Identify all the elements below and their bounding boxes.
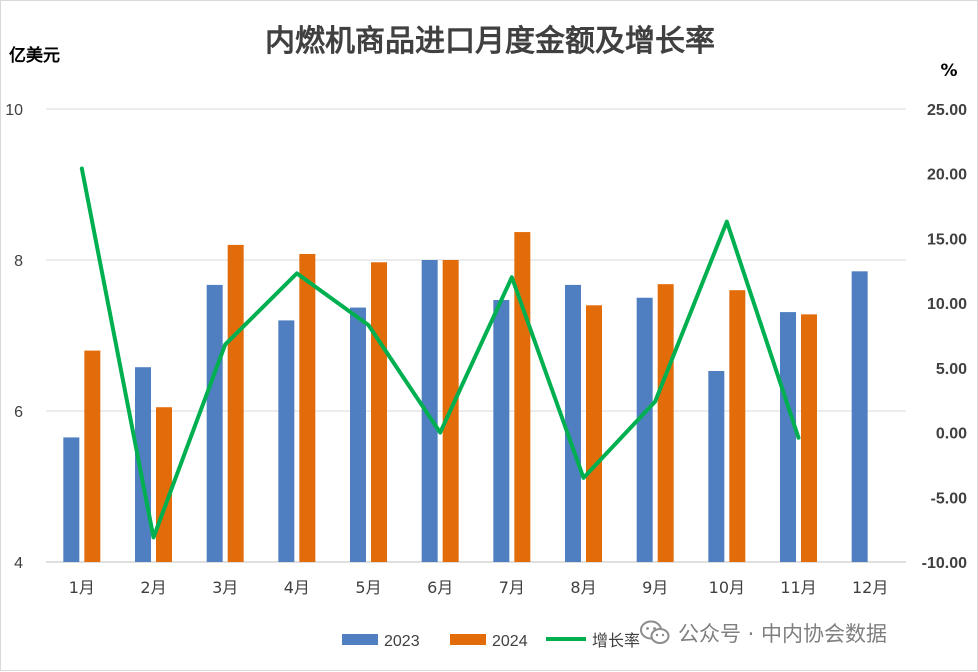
x-tick-label: 3月 <box>212 578 238 597</box>
bar-2024 <box>658 284 674 562</box>
bar-2023 <box>708 371 724 562</box>
x-tick-label: 12月 <box>852 578 888 597</box>
bar-2024 <box>586 305 602 562</box>
x-tick-label: 2月 <box>140 578 166 597</box>
y-right-tick-label: -10.00 <box>922 555 967 572</box>
line-series <box>82 168 799 537</box>
x-tick-label: 10月 <box>709 578 745 597</box>
legend-swatch-2023 <box>342 634 378 645</box>
x-tick-label: 4月 <box>284 578 310 597</box>
growth-rate-line <box>82 169 799 538</box>
legend: 2023 2024 增长率 <box>342 631 640 650</box>
bar-2023 <box>63 437 79 562</box>
watermark-text: 公众号 · 中内协会数据 <box>678 618 887 648</box>
bar-2024 <box>801 314 817 562</box>
y-right-tick-label: 25.00 <box>927 102 967 119</box>
x-tick-label: 1月 <box>69 578 95 597</box>
y-right-tick-label: 15.00 <box>927 231 967 248</box>
bar-2023 <box>565 285 581 562</box>
x-tick-label: 8月 <box>570 578 596 597</box>
x-tick-label: 11月 <box>780 578 816 597</box>
bar-2023 <box>350 308 366 562</box>
bar-2023 <box>780 312 796 562</box>
x-tick-label: 7月 <box>499 578 525 597</box>
y-left-tick-label: 8 <box>14 253 23 270</box>
chart-title: 内燃机商品进口月度金额及增长率 <box>265 24 715 59</box>
y-right-tick-label: 20.00 <box>927 167 967 184</box>
bar-2024 <box>299 254 315 562</box>
y-axis-left-ticks: 4 6 8 10 <box>5 102 23 572</box>
bar-2023 <box>637 298 653 562</box>
bar-2024 <box>729 290 745 562</box>
x-axis-ticks: 1月 2月 3月 4月 5月 6月 7月 8月 9月 10月 11月 12月 <box>69 578 889 597</box>
legend-swatch-2024 <box>450 634 486 645</box>
bar-2023 <box>207 285 223 562</box>
bar-2023 <box>278 320 294 562</box>
x-tick-label: 5月 <box>355 578 381 597</box>
y-right-tick-label: -5.00 <box>931 490 968 507</box>
watermark: 公众号 · 中内协会数据 <box>640 620 887 646</box>
bar-2023 <box>852 271 868 562</box>
wechat-icon <box>640 620 670 646</box>
y-right-tick-label: 10.00 <box>927 296 967 313</box>
y-right-tick-label: 5.00 <box>936 361 967 378</box>
x-tick-label: 6月 <box>427 578 453 597</box>
bar-2024 <box>228 245 244 562</box>
y-right-tick-label: 0.00 <box>936 426 967 443</box>
legend-label: 增长率 <box>592 631 640 650</box>
bar-2023 <box>493 300 509 562</box>
y-axis-right-ticks: -10.00 -5.00 0.00 5.00 10.00 15.00 20.00 25.00 <box>922 102 967 572</box>
y-left-tick-label: 4 <box>14 555 23 572</box>
x-tick-label: 9月 <box>642 578 668 597</box>
bar-2024 <box>156 407 172 562</box>
gridlines <box>46 109 906 562</box>
legend-label: 2024 <box>492 633 528 650</box>
legend-label: 2023 <box>384 633 420 650</box>
y-axis-right-label: % <box>940 61 957 81</box>
bar-2024 <box>84 351 100 562</box>
y-left-tick-label: 10 <box>5 102 23 119</box>
bar-2024 <box>371 262 387 562</box>
y-axis-left-label: 亿美元 <box>9 45 60 66</box>
bar-2024 <box>514 232 530 562</box>
y-left-tick-label: 6 <box>14 404 23 421</box>
